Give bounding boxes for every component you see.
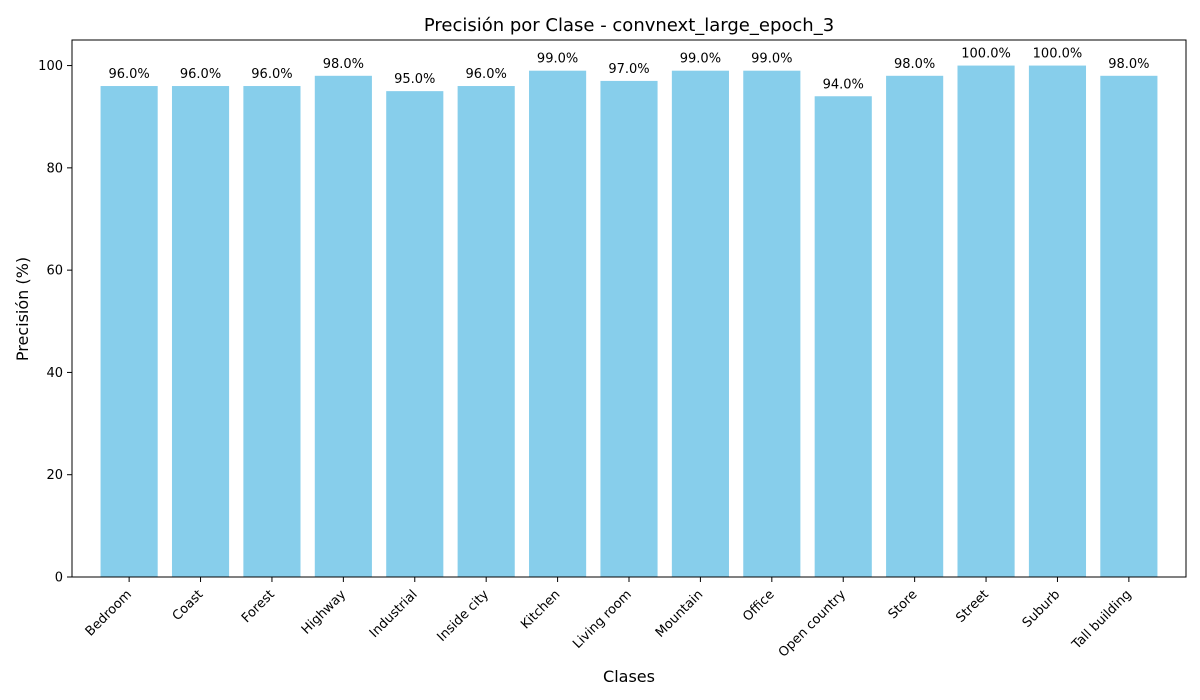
bar-coast	[171, 86, 230, 577]
data-label: 99.0%	[680, 52, 721, 67]
data-label: 100.0%	[1033, 47, 1083, 62]
data-label: 96.0%	[466, 67, 507, 82]
x-tick-label: Coast	[170, 587, 207, 624]
x-tick-label: Forest	[239, 587, 278, 626]
bar-store	[886, 75, 944, 578]
y-tick-label: 40	[46, 366, 63, 381]
data-label: 95.0%	[394, 72, 435, 87]
bar-street	[957, 65, 1015, 577]
bars-group	[100, 65, 1158, 578]
bar-mountain	[671, 70, 729, 577]
bar-office	[743, 70, 801, 577]
bar-tall-building	[1100, 75, 1158, 578]
data-label: 96.0%	[251, 67, 292, 82]
chart-title: Precisión por Clase - convnext_large_epo…	[424, 15, 834, 36]
data-label: 98.0%	[1108, 57, 1149, 72]
x-tick-label: Kitchen	[518, 587, 563, 632]
plot-frame	[71, 39, 1187, 578]
data-labels-group: 96.0% 96.0% 96.0% 98.0% 95.0% 96.0% 99.0% 97.0%…	[108, 47, 1149, 93]
x-tick-label: Highway	[299, 587, 350, 638]
x-tick-label: Tall building	[1069, 587, 1135, 653]
bar-kitchen	[529, 70, 587, 577]
x-tick-label: Suburb	[1020, 587, 1064, 631]
data-label: 98.0%	[894, 57, 935, 72]
data-label: 96.0%	[180, 67, 221, 82]
bar-open-country	[814, 96, 872, 577]
y-axis-label: Precisión (%)	[13, 257, 32, 361]
data-label: 99.0%	[537, 52, 578, 67]
data-label: 97.0%	[608, 62, 649, 77]
y-tick-label: 20	[46, 468, 63, 483]
x-tick-label: Street	[953, 587, 992, 626]
x-tick-label: Store	[886, 587, 921, 622]
bar-highway	[314, 75, 372, 578]
x-axis: Bedroom Coast Forest Highway Industrial Insid…	[83, 577, 1135, 660]
data-label: 94.0%	[823, 77, 864, 92]
y-axis: 0 20 40 60 80 100	[38, 59, 72, 586]
bar-industrial	[386, 91, 444, 577]
x-tick-label: Open country	[776, 587, 849, 660]
y-tick-label: 60	[46, 264, 63, 279]
x-tick-label: Industrial	[367, 587, 421, 641]
data-label: 96.0%	[108, 67, 149, 82]
y-tick-label: 0	[55, 571, 63, 586]
bar-forest	[243, 86, 301, 577]
data-label: 99.0%	[751, 52, 792, 67]
x-axis-label: Clases	[603, 667, 655, 686]
x-tick-label: Mountain	[653, 587, 706, 640]
x-tick-label: Office	[740, 587, 777, 624]
bar-inside-city	[457, 86, 515, 577]
bar-bedroom	[100, 86, 158, 577]
x-tick-label: Inside city	[434, 587, 492, 645]
bar-suburb	[1028, 65, 1087, 577]
y-tick-label: 100	[38, 59, 63, 74]
bar-living-room	[600, 80, 658, 577]
data-label: 98.0%	[323, 57, 364, 72]
y-tick-label: 80	[46, 161, 63, 176]
x-tick-label: Bedroom	[83, 587, 135, 639]
x-tick-label: Living room	[570, 587, 635, 652]
data-label: 100.0%	[961, 47, 1011, 62]
